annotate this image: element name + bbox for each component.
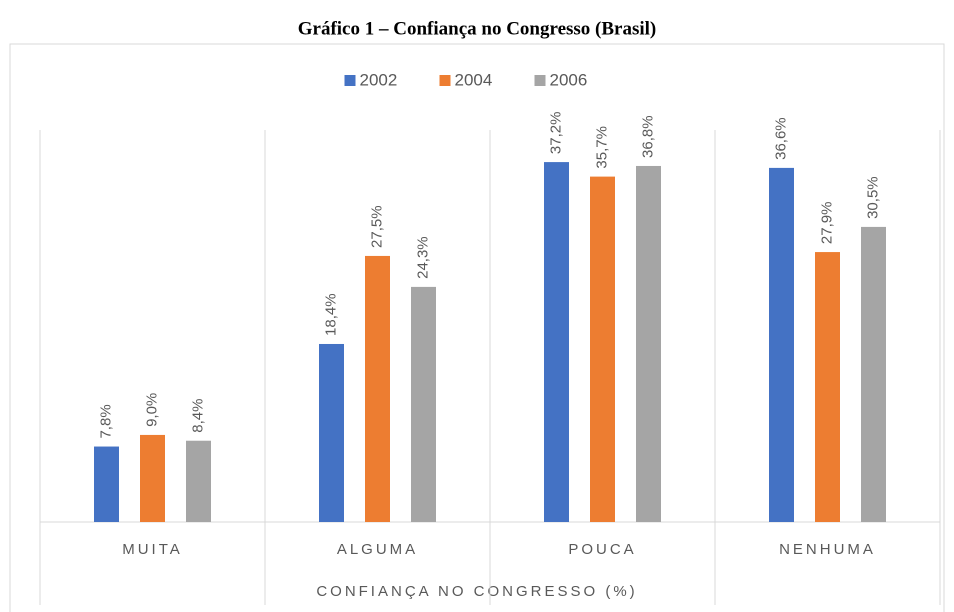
data-label: 7,8% (97, 404, 114, 438)
bar (365, 255, 390, 522)
chart-border (9, 43, 945, 612)
legend-label: 2002 (360, 70, 398, 89)
x-axis-title: CONFIANÇA NO CONGRESSO (%) (316, 583, 637, 600)
data-label: 36,6% (772, 117, 789, 160)
bar (861, 226, 886, 522)
bar (319, 343, 344, 522)
legend-swatch (534, 75, 546, 86)
data-label: 37,2% (547, 112, 564, 155)
bar (186, 440, 211, 522)
data-label: 36,8% (639, 115, 656, 158)
data-label: 27,5% (368, 205, 385, 248)
data-label: 27,9% (818, 202, 835, 245)
data-label: 18,4% (322, 293, 339, 336)
bar (815, 252, 840, 522)
bar (411, 286, 436, 522)
legend-swatch (439, 75, 451, 86)
bar (140, 434, 165, 522)
legend-label: 2004 (455, 70, 493, 89)
bar (544, 162, 569, 522)
data-label: 30,5% (864, 176, 881, 219)
legend-swatch (344, 75, 356, 86)
data-label: 9,0% (143, 393, 160, 427)
bar (590, 176, 615, 523)
chart-title: Gráfico 1 – Confiança no Congresso (Bras… (298, 18, 657, 39)
bar (636, 165, 661, 522)
legend-label: 2006 (550, 70, 588, 89)
bar (94, 446, 119, 522)
data-label: 8,4% (189, 399, 206, 433)
x-tick-label: POUCA (568, 541, 636, 558)
x-tick-label: ALGUMA (337, 541, 418, 558)
x-tick-label: NENHUMA (779, 541, 876, 558)
bar (769, 167, 794, 522)
x-tick-label: MUITA (122, 541, 183, 558)
data-label: 35,7% (593, 126, 610, 169)
data-label: 24,3% (414, 236, 431, 279)
